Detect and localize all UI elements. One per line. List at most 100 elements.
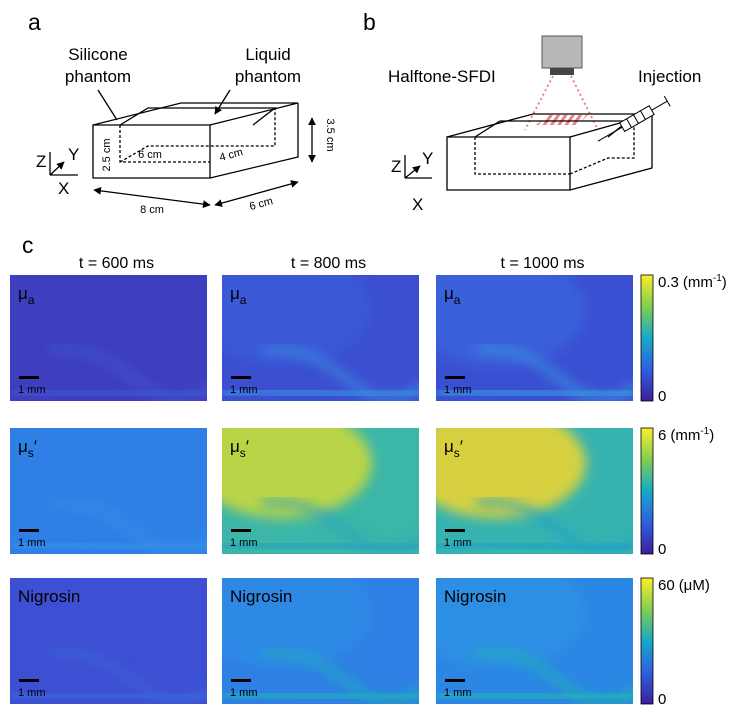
heatmap-streak	[10, 688, 207, 704]
heatmap-content	[436, 275, 633, 401]
unit-sup: -1	[700, 426, 709, 437]
heatmap-content	[10, 275, 207, 401]
heatmap-glow	[222, 275, 372, 365]
axis-label: Z	[391, 157, 401, 176]
scale-bar	[231, 529, 251, 532]
row-label: μs′	[444, 437, 463, 460]
suffix: ′	[246, 437, 249, 456]
heatmap-streak	[222, 688, 419, 704]
heatmap-glow	[436, 428, 586, 518]
row-label: μs′	[230, 437, 249, 460]
label: phantom	[235, 67, 301, 86]
colorbar	[640, 577, 654, 705]
heatmap: 1 mm μa	[222, 275, 419, 401]
camera	[541, 35, 583, 69]
unit-close: )	[722, 274, 727, 291]
row-label: Nigrosin	[230, 587, 292, 606]
dimension: 3.5 cm	[324, 118, 336, 151]
unit-close: )	[709, 427, 714, 444]
scale-bar-label: 1 mm	[230, 537, 258, 549]
symbol: μ	[444, 437, 454, 456]
colorbar-min: 0	[658, 691, 666, 708]
scale-bar-label: 1 mm	[444, 537, 472, 549]
colorbar-max: 0.3 (mm-1)	[658, 273, 727, 291]
colorbar-max: 6 (mm-1)	[658, 426, 714, 444]
symbol: μ	[444, 284, 454, 303]
colorbar-min: 0	[658, 541, 666, 558]
panel-label: b	[363, 9, 376, 35]
row-label: Nigrosin	[18, 587, 80, 606]
symbol: μ	[230, 284, 240, 303]
column-title: t = 1000 ms	[500, 255, 584, 272]
suffix: ′	[460, 437, 463, 456]
row-label: μs′	[18, 437, 37, 460]
max: 0.3	[658, 274, 679, 291]
row-label: μa	[18, 284, 35, 307]
scale-bar-label: 1 mm	[18, 537, 46, 549]
subscript: a	[454, 293, 461, 307]
heatmap-content	[222, 578, 419, 704]
heatmap-streak	[436, 688, 633, 704]
heatmap-content	[10, 428, 207, 554]
scale-bar	[445, 376, 465, 379]
scale-bar	[445, 679, 465, 682]
label: phantom	[65, 67, 131, 86]
heatmap-streak	[222, 538, 419, 554]
label: Silicone	[68, 45, 128, 64]
unit: (mm	[670, 427, 700, 444]
unit: (μM)	[679, 577, 710, 594]
row-label: Nigrosin	[444, 587, 506, 606]
scale-bar-label: 1 mm	[444, 687, 472, 699]
heatmap: 1 mm Nigrosin	[222, 578, 419, 704]
heatmap: 1 mm μa	[436, 275, 633, 401]
pattern	[536, 115, 588, 125]
panel-label: a	[28, 9, 41, 35]
heatmap-streak	[10, 538, 207, 554]
column-title: t = 600 ms	[79, 255, 154, 272]
max: 60	[658, 577, 675, 594]
dimension: 4 cm	[218, 146, 244, 164]
scale-bar-label: 1 mm	[444, 384, 472, 396]
axis-label: Y	[68, 145, 79, 164]
dimension: 6 cm	[138, 149, 162, 161]
column-title: t = 800 ms	[291, 255, 366, 272]
heatmap: 1 mm Nigrosin	[436, 578, 633, 704]
heatmap-content	[436, 578, 633, 704]
subscript: s	[240, 446, 246, 460]
axis-label: Y	[422, 149, 433, 168]
box	[49, 89, 316, 208]
subscript: s	[454, 446, 460, 460]
heatmap-content	[436, 428, 633, 554]
colorbar-max: 60 (μM)	[658, 577, 710, 594]
label: Halftone-SFDI	[388, 67, 496, 86]
scale-bar	[19, 376, 39, 379]
heatmap-streak	[436, 538, 633, 554]
camera-lens	[550, 68, 574, 75]
scale-bar	[231, 679, 251, 682]
heatmap: 1 mm μa	[10, 275, 207, 401]
unit: (mm	[683, 274, 713, 291]
label: Injection	[638, 67, 701, 86]
heatmap-content	[222, 428, 419, 554]
heatmap-glow	[222, 428, 372, 518]
row-label: μa	[444, 284, 461, 307]
heatmap-streak	[436, 385, 633, 401]
dimension: 8 cm	[140, 204, 164, 216]
max: 6	[658, 427, 666, 444]
heatmap: 1 mm μs′	[436, 428, 633, 554]
subscript: a	[240, 293, 247, 307]
subscript: a	[28, 293, 35, 307]
subscript: s	[28, 446, 34, 460]
symbol: μ	[18, 284, 28, 303]
label: Liquid	[245, 45, 290, 64]
scale-bar-label: 1 mm	[230, 384, 258, 396]
colorbar-min: 0	[658, 388, 666, 405]
row-label: μa	[230, 284, 247, 307]
dimension: 6 cm	[248, 195, 274, 213]
suffix: ′	[34, 437, 37, 456]
heatmap-streak	[10, 385, 207, 401]
scale-bar-label: 1 mm	[18, 384, 46, 396]
heatmap-glow	[222, 578, 372, 668]
symbol: μ	[230, 437, 240, 456]
